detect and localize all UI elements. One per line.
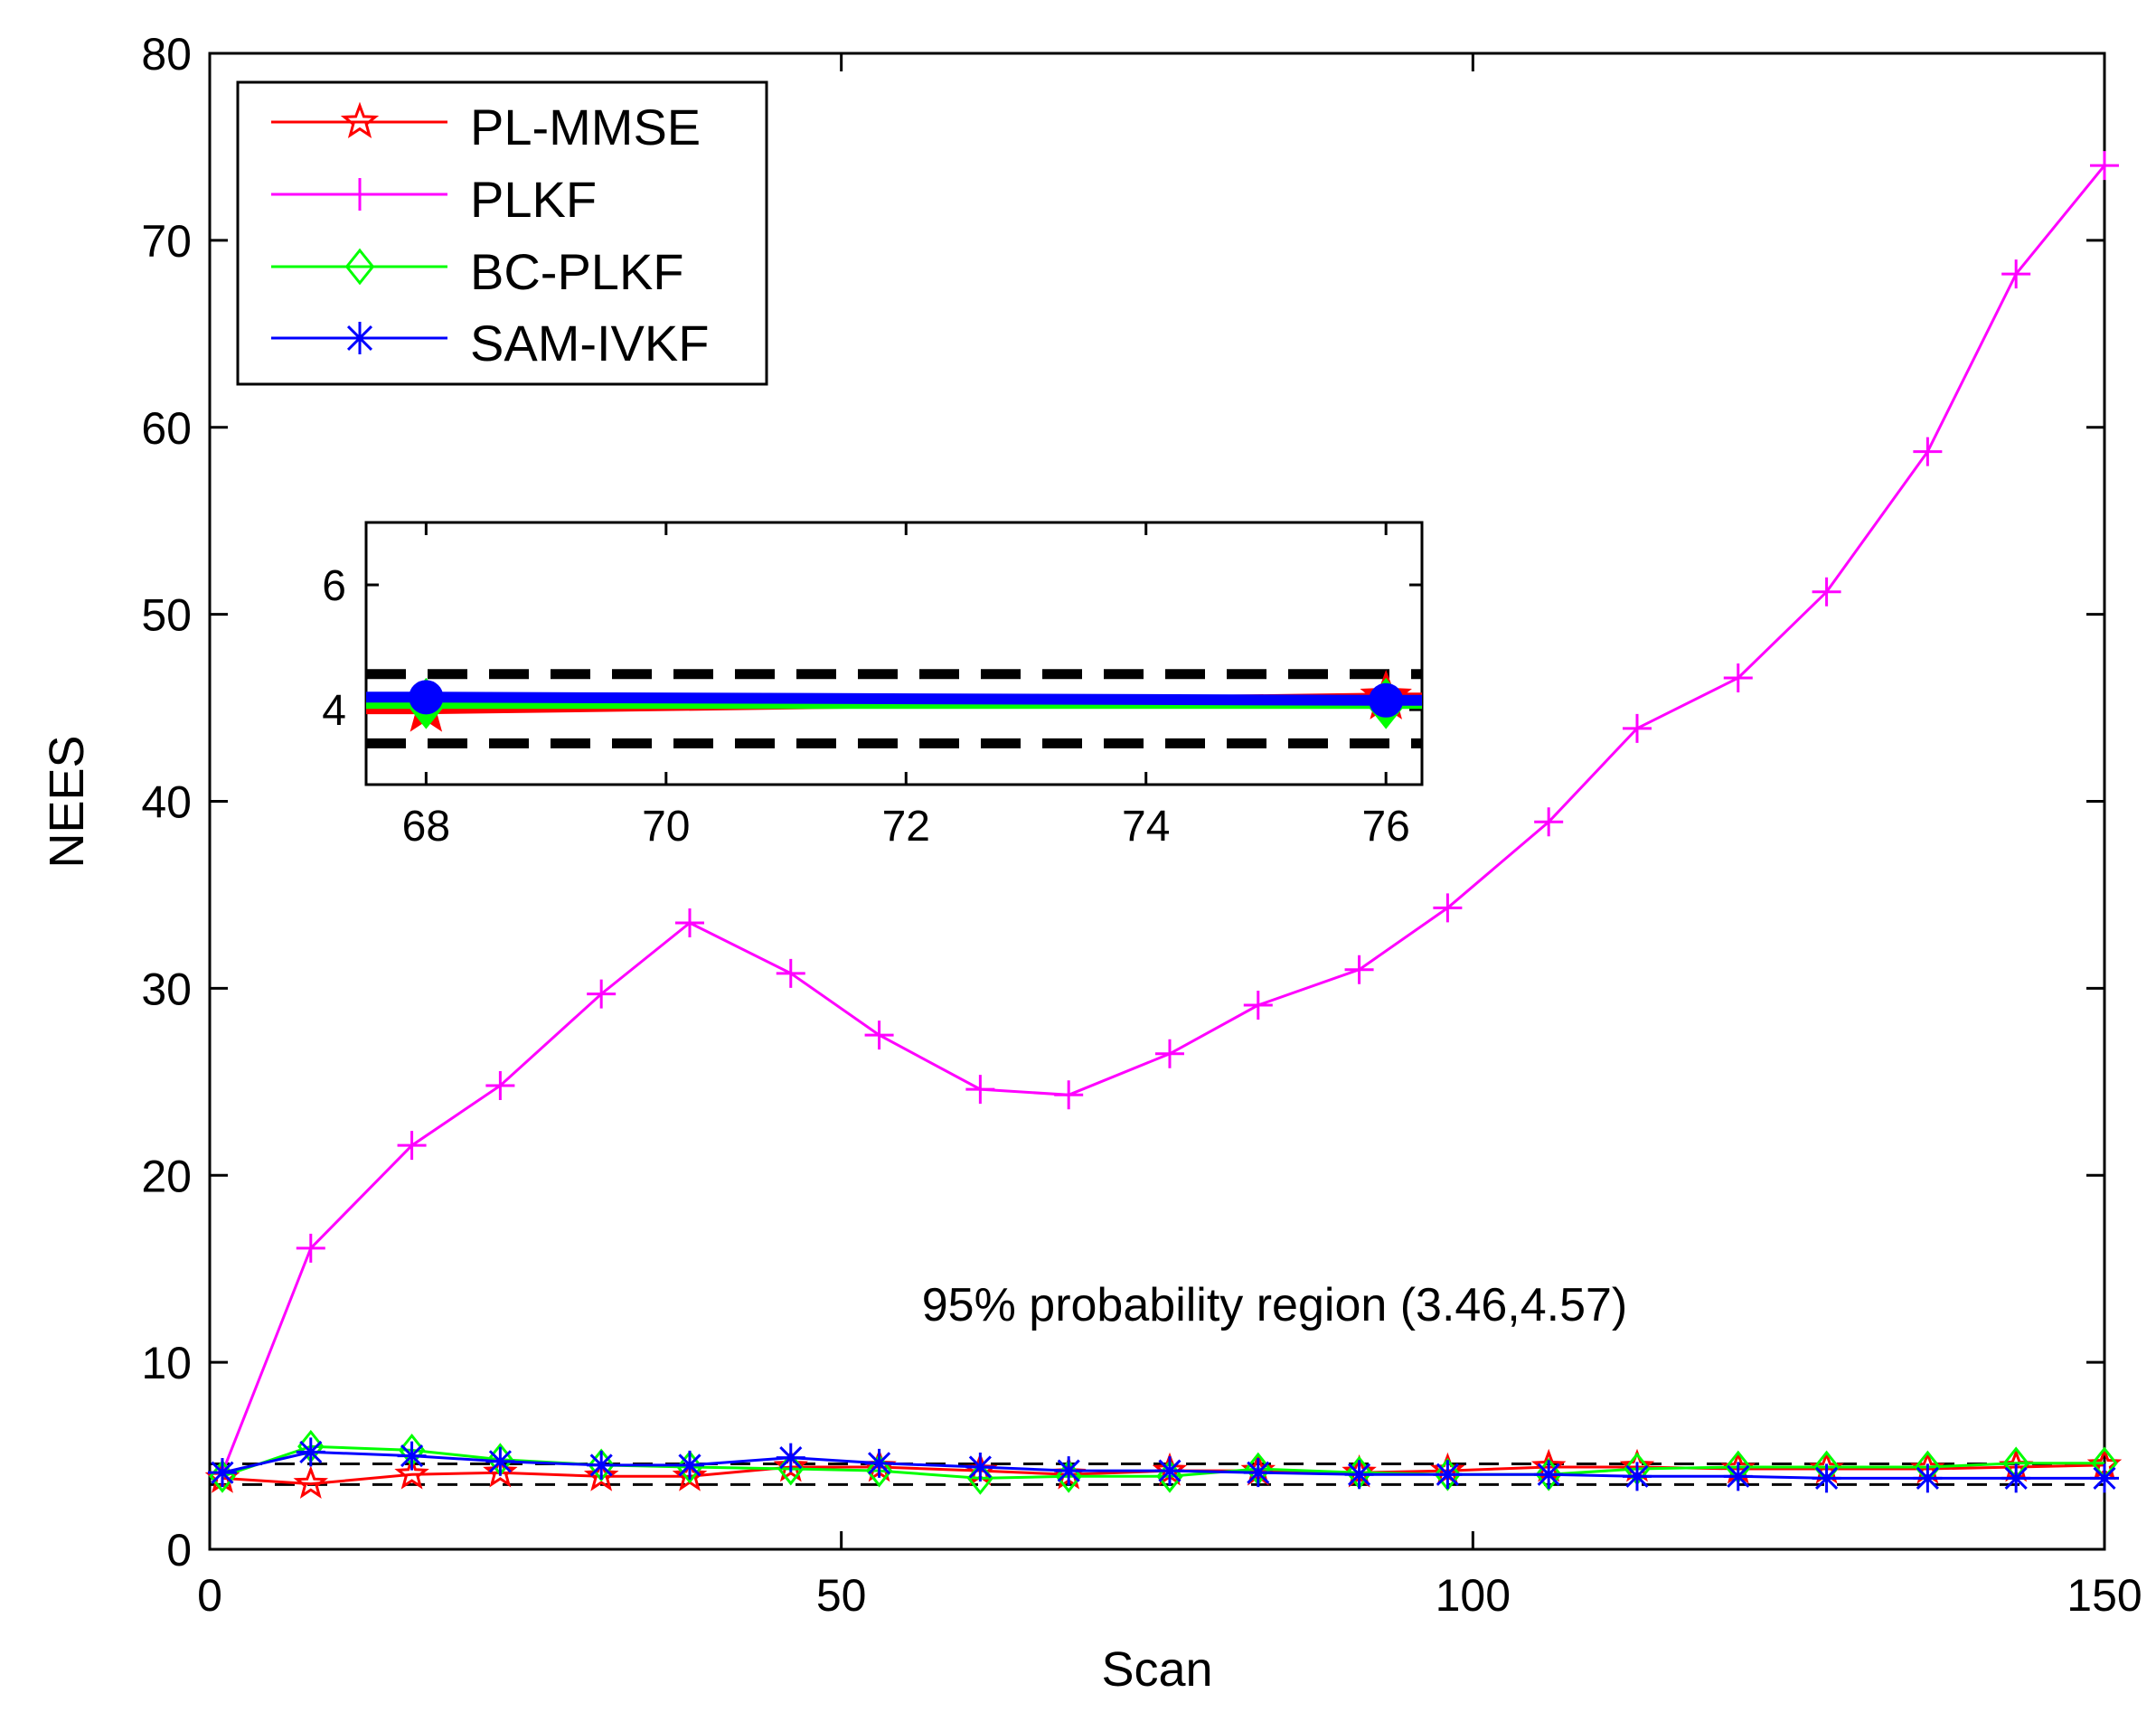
- point-plkf-16: [1723, 663, 1753, 692]
- point-sam-ivkf-16: [1723, 1462, 1753, 1491]
- point-sam-ivkf-4: [587, 1450, 617, 1480]
- main-series-group: [204, 151, 2123, 1499]
- point-sam-ivkf-1: [296, 1437, 325, 1467]
- legend-label-bc-plkf: BC-PLKF: [470, 243, 684, 300]
- x-tick-label-150: 150: [2067, 1570, 2142, 1621]
- y-axis-label: NEES: [40, 735, 94, 868]
- point-pl-mmse-1: [293, 1465, 329, 1499]
- point-sam-ivkf-6: [776, 1443, 805, 1472]
- legend-marker-bc-plkf: [344, 248, 375, 286]
- point-plkf-7: [864, 1021, 894, 1050]
- legend-box: [236, 80, 768, 386]
- point-sam-ivkf-9: [1054, 1456, 1084, 1486]
- point-sam-ivkf-15: [1622, 1462, 1652, 1491]
- series-sam-ivkf: [207, 1437, 2119, 1493]
- probability-region-annotation: 95% probability region (3.46,4.57): [922, 1279, 1627, 1331]
- point-plkf-9: [1054, 1080, 1084, 1110]
- y-tick-label-10: 10: [141, 1338, 192, 1388]
- inset-series-group: [366, 669, 1422, 732]
- inset-y-tick-label-6: 6: [322, 562, 346, 610]
- main-tick-labels: 0 50 100 150 0 10 20 30 40 50 60 70 80: [141, 29, 2142, 1621]
- point-plkf-13: [1433, 893, 1463, 923]
- point-sam-ivkf-11: [1243, 1458, 1273, 1488]
- series-plkf: [207, 151, 2119, 1488]
- legend: PL-MMSE PLKF BC-PLKF SAM-IVKF: [236, 80, 768, 386]
- point-sam-ivkf-7: [864, 1448, 894, 1478]
- point-sam-ivkf-0: [207, 1458, 237, 1488]
- inset-y-tick-label-4: 4: [322, 687, 346, 735]
- point-sam-ivkf-5: [674, 1450, 704, 1480]
- legend-marker-sam-ivkf: [344, 322, 376, 354]
- inset-chart: 68 70 72 74 76 4 6: [322, 521, 1424, 851]
- x-tick-label-100: 100: [1436, 1570, 1511, 1621]
- inset-point-sam-ivkf-1: [1369, 682, 1404, 718]
- point-plkf-19: [2001, 259, 2031, 289]
- point-pl-mmse-3: [483, 1453, 518, 1488]
- point-sam-ivkf-17: [1812, 1463, 1841, 1493]
- point-pl-mmse-6: [773, 1448, 809, 1482]
- y-tick-label-50: 50: [141, 590, 192, 641]
- point-bc-plkf-7: [865, 1453, 893, 1488]
- inset-probability-lines: [366, 669, 1422, 748]
- point-pl-mmse-2: [394, 1456, 429, 1490]
- point-sam-ivkf-19: [2001, 1463, 2031, 1493]
- point-sam-ivkf-12: [1344, 1460, 1374, 1490]
- point-sam-ivkf-20: [2090, 1463, 2119, 1493]
- inset-series-sam-ivkf: [366, 680, 1422, 718]
- x-tick-label-0: 0: [197, 1570, 222, 1621]
- point-plkf-14: [1534, 807, 1564, 837]
- point-plkf-5: [674, 908, 704, 937]
- y-tick-label-70: 70: [141, 216, 192, 267]
- inset-x-tick-label-72: 72: [882, 803, 930, 851]
- inset-point-sam-ivkf-0: [409, 680, 444, 715]
- point-plkf-2: [397, 1131, 427, 1161]
- point-sam-ivkf-3: [485, 1446, 515, 1476]
- point-plkf-8: [965, 1075, 995, 1105]
- point-sam-ivkf-8: [965, 1452, 995, 1482]
- legend-label-plkf: PLKF: [470, 171, 597, 228]
- point-sam-ivkf-14: [1534, 1460, 1564, 1490]
- point-sam-ivkf-10: [1154, 1456, 1184, 1486]
- inset-tick-labels: 68 70 72 74 76 4 6: [322, 562, 1410, 851]
- point-plkf-10: [1154, 1039, 1184, 1068]
- point-plkf-3: [485, 1070, 515, 1100]
- probability-region-lines: [210, 1462, 2104, 1486]
- y-tick-label-40: 40: [141, 777, 192, 828]
- x-axis-label: Scan: [1101, 1642, 1212, 1697]
- legend-label-sam-ivkf: SAM-IVKF: [470, 315, 709, 372]
- point-plkf-12: [1344, 955, 1374, 984]
- y-tick-label-80: 80: [141, 29, 192, 80]
- point-plkf-4: [587, 979, 617, 1009]
- point-sam-ivkf-2: [397, 1441, 427, 1471]
- point-bc-plkf-5: [676, 1450, 703, 1484]
- point-plkf-11: [1243, 990, 1273, 1020]
- main-axis-ticks: [208, 52, 2106, 1551]
- legend-marker-plkf: [344, 178, 376, 211]
- x-tick-label-50: 50: [816, 1570, 867, 1621]
- y-tick-label-20: 20: [141, 1151, 192, 1201]
- point-sam-ivkf-13: [1433, 1460, 1463, 1490]
- point-sam-ivkf-18: [1913, 1463, 1943, 1493]
- y-tick-label-0: 0: [166, 1525, 192, 1576]
- legend-label-pl-mmse: PL-MMSE: [470, 99, 701, 155]
- inset-x-tick-label-76: 76: [1361, 803, 1409, 851]
- inset-x-tick-label-70: 70: [642, 803, 690, 851]
- inset-x-tick-label-74: 74: [1122, 803, 1170, 851]
- point-pl-mmse-4: [583, 1458, 619, 1491]
- legend-marker-pl-mmse: [340, 101, 380, 139]
- y-tick-label-30: 30: [141, 964, 192, 1014]
- point-plkf-17: [1812, 577, 1841, 607]
- inset-x-tick-label-68: 68: [402, 803, 450, 851]
- point-plkf-18: [1913, 437, 1943, 466]
- inset-line-sam-ivkf: [366, 691, 1422, 706]
- point-plkf-20: [2090, 151, 2119, 181]
- point-plkf-15: [1622, 713, 1652, 743]
- point-plkf-6: [776, 958, 805, 988]
- point-plkf-1: [296, 1233, 325, 1263]
- y-tick-label-60: 60: [141, 403, 192, 454]
